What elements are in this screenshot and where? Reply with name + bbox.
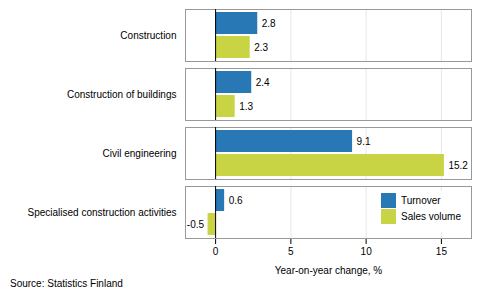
svg-text:10: 10 <box>361 246 373 257</box>
svg-text:2.4: 2.4 <box>256 77 270 88</box>
svg-text:-0.5: -0.5 <box>187 219 205 230</box>
svg-text:2.3: 2.3 <box>254 42 268 53</box>
svg-text:0.6: 0.6 <box>229 195 243 206</box>
svg-text:1.3: 1.3 <box>239 101 253 112</box>
svg-text:2.8: 2.8 <box>262 18 276 29</box>
svg-text:15: 15 <box>436 246 448 257</box>
svg-text:Civil engineering: Civil engineering <box>103 148 177 159</box>
svg-text:15.2: 15.2 <box>448 160 468 171</box>
svg-text:Construction of buildings: Construction of buildings <box>67 89 177 100</box>
html-text:Sales volume: Sales volume <box>401 211 461 222</box>
svg-text:5: 5 <box>288 246 294 257</box>
svg-text:0: 0 <box>213 246 219 257</box>
svg-text:Construction: Construction <box>120 30 176 41</box>
svg-text:9.1: 9.1 <box>357 136 371 147</box>
svg-text:Specialised construction activ: Specialised construction activities <box>28 207 177 218</box>
svg-text:Year-on-year change, %: Year-on-year change, % <box>275 265 383 276</box>
html-text:Turnover: Turnover <box>401 195 441 206</box>
html-text:Source: Statistics Finland: Source: Statistics Finland <box>10 278 123 289</box>
